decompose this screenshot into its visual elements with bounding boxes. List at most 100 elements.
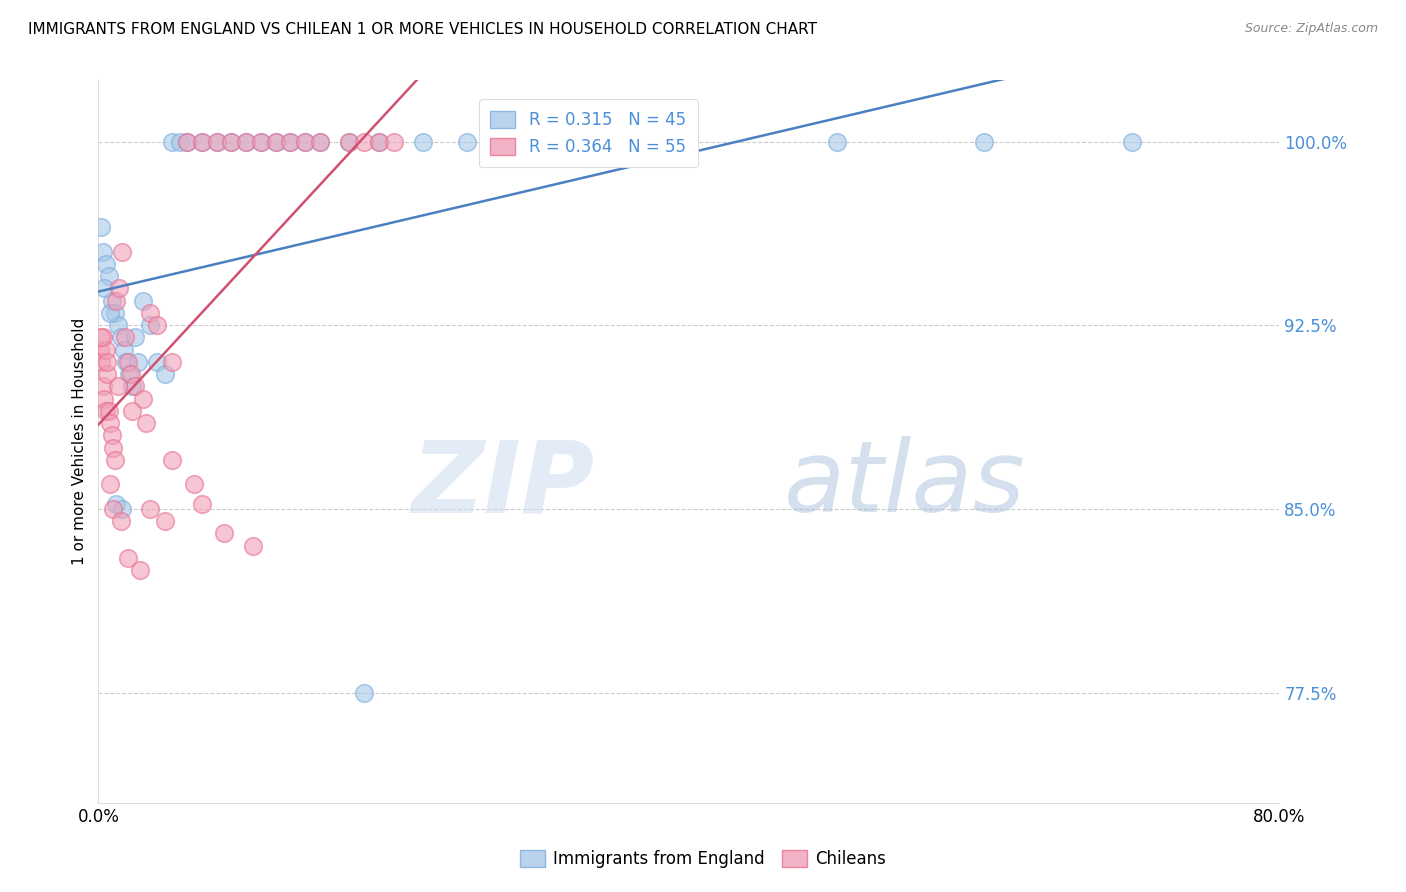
Point (111, 244, 134, 259)
Point (339, 135, 361, 149)
Point (309, 135, 332, 149)
Point (176, 135, 198, 149)
Point (132, 293, 155, 308)
Point (118, 367, 141, 381)
Point (250, 135, 273, 149)
Point (100, 293, 122, 308)
Text: ZIP: ZIP (412, 436, 595, 533)
Point (104, 453, 127, 467)
Text: Source: ZipAtlas.com: Source: ZipAtlas.com (1244, 22, 1378, 36)
Point (93, 392, 115, 406)
Point (94, 404, 117, 418)
Point (212, 526, 235, 541)
Point (294, 135, 316, 149)
Point (530, 135, 553, 149)
Point (605, 135, 627, 149)
Point (678, 135, 700, 149)
Point (94, 343, 117, 357)
Point (105, 293, 128, 308)
Point (242, 539, 264, 553)
Point (124, 379, 146, 393)
Point (280, 135, 302, 149)
Point (205, 135, 228, 149)
Point (127, 355, 149, 369)
Point (162, 453, 183, 467)
Text: atlas: atlas (783, 436, 1025, 533)
Point (97, 404, 120, 418)
Legend: R = 0.315   N = 45, R = 0.364   N = 55: R = 0.315 N = 45, R = 0.364 N = 55 (479, 99, 697, 168)
Point (153, 367, 176, 381)
Point (162, 355, 183, 369)
Point (135, 416, 157, 430)
Point (97, 269, 120, 284)
Point (183, 477, 205, 491)
Point (412, 135, 434, 149)
Point (98, 416, 121, 430)
Point (91, 244, 114, 259)
Point (100, 428, 122, 442)
Point (146, 355, 169, 369)
Point (294, 135, 316, 149)
Point (169, 135, 191, 149)
Point (96, 355, 118, 369)
Point (139, 306, 162, 320)
Legend: Immigrants from England, Chileans: Immigrants from England, Chileans (513, 843, 893, 875)
Point (112, 343, 135, 357)
Point (221, 135, 243, 149)
Point (382, 135, 405, 149)
Point (111, 502, 134, 516)
Point (124, 330, 146, 344)
Point (91, 379, 114, 393)
Point (139, 318, 162, 333)
Point (107, 379, 129, 393)
Point (121, 379, 143, 393)
Point (235, 135, 257, 149)
Point (114, 330, 136, 344)
Point (117, 550, 139, 565)
Point (339, 135, 361, 149)
Point (121, 404, 143, 418)
Point (120, 367, 142, 381)
Text: IMMIGRANTS FROM ENGLAND VS CHILEAN 1 OR MORE VEHICLES IN HOUSEHOLD CORRELATION C: IMMIGRANTS FROM ENGLAND VS CHILEAN 1 OR … (28, 22, 817, 37)
Point (264, 135, 287, 149)
Point (107, 318, 129, 333)
Point (90, 355, 112, 369)
Point (96, 367, 118, 381)
Point (973, 135, 995, 149)
Point (205, 135, 228, 149)
Point (176, 135, 198, 149)
Point (94, 257, 117, 271)
Point (146, 318, 169, 333)
Point (93, 281, 115, 295)
Point (90, 330, 112, 344)
Point (132, 392, 155, 406)
Point (89, 343, 111, 357)
Point (110, 330, 132, 344)
Point (91, 330, 114, 344)
Point (191, 135, 214, 149)
Point (128, 563, 150, 577)
Point (280, 135, 302, 149)
Point (368, 135, 391, 149)
Point (191, 497, 214, 511)
Point (98, 477, 121, 491)
Point (368, 135, 391, 149)
Point (117, 355, 139, 369)
Point (825, 135, 848, 149)
Point (457, 135, 479, 149)
Point (153, 514, 176, 528)
Point (98, 306, 121, 320)
Point (250, 135, 273, 149)
Point (103, 441, 125, 455)
Point (105, 497, 128, 511)
Point (353, 135, 375, 149)
Point (108, 281, 131, 295)
Point (264, 135, 287, 149)
Point (235, 135, 257, 149)
Point (139, 502, 162, 516)
Point (103, 502, 125, 516)
Point (104, 306, 127, 320)
Point (162, 135, 183, 149)
Point (309, 135, 332, 149)
Point (353, 685, 375, 699)
